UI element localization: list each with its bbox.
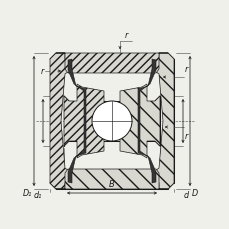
Circle shape <box>92 101 131 141</box>
Polygon shape <box>154 54 173 189</box>
Text: D: D <box>191 189 197 198</box>
Polygon shape <box>64 85 104 158</box>
Polygon shape <box>56 169 167 189</box>
Text: r: r <box>184 65 187 74</box>
Polygon shape <box>137 60 155 183</box>
Polygon shape <box>120 85 159 158</box>
Text: d: d <box>183 191 188 200</box>
Text: B: B <box>109 179 114 188</box>
Text: r: r <box>41 67 44 76</box>
Polygon shape <box>50 54 69 189</box>
Text: r: r <box>184 131 187 140</box>
Text: r: r <box>124 31 127 40</box>
Text: D₁: D₁ <box>22 189 32 198</box>
Polygon shape <box>68 60 86 183</box>
Polygon shape <box>56 54 167 74</box>
Text: d₁: d₁ <box>33 191 42 200</box>
